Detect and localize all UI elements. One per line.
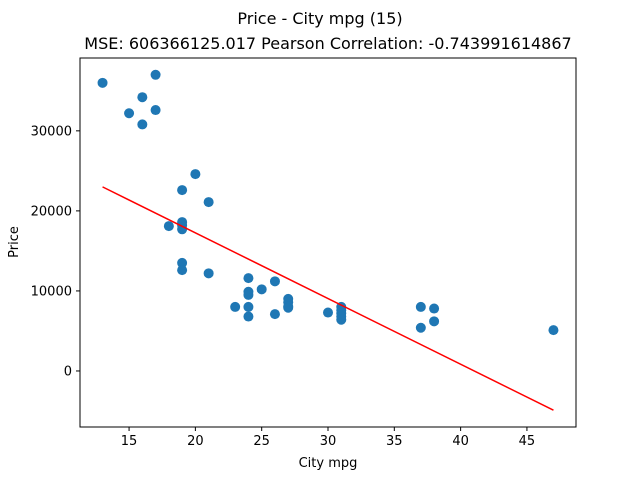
- data-point-16: [230, 301, 241, 312]
- data-point-12: [177, 265, 188, 276]
- x-tick-label-35: 35: [386, 434, 403, 449]
- x-axis-label: City mpg: [299, 456, 358, 471]
- data-point-11: [177, 257, 188, 268]
- data-point-21: [243, 311, 254, 322]
- data-point-29: [323, 307, 333, 318]
- data-point-23: [269, 276, 280, 287]
- x-tick-label-45: 45: [519, 434, 536, 449]
- data-point-28: [283, 302, 294, 313]
- x-tick-label-25: 25: [253, 434, 270, 449]
- chart-subtitle: MSE: 606366125.017 Pearson Correlation: …: [84, 34, 571, 53]
- regression-line: [102, 186, 554, 411]
- y-tick-label-0: 0: [64, 364, 72, 379]
- y-tick-label-20000: 20000: [31, 204, 72, 219]
- x-axis-ticks: 15 20 25 30 35 40 45: [121, 427, 535, 449]
- data-point-24: [269, 309, 280, 320]
- data-point-39: [548, 325, 559, 336]
- data-point-15: [203, 268, 214, 279]
- data-point-13: [190, 169, 201, 180]
- y-tick-label-30000: 30000: [31, 124, 72, 139]
- plot-area: [97, 69, 559, 411]
- data-point-1: [124, 108, 135, 119]
- x-tick-label-15: 15: [121, 434, 138, 449]
- data-point-37: [429, 303, 440, 314]
- data-point-20: [243, 301, 254, 312]
- y-axis-ticks: 0 10000 20000 30000: [31, 124, 80, 379]
- y-tick-label-10000: 10000: [31, 284, 72, 299]
- x-tick-label-20: 20: [187, 434, 204, 449]
- y-axis-label: Price: [7, 226, 22, 258]
- data-point-14: [203, 197, 214, 208]
- data-point-19: [243, 289, 254, 300]
- data-point-22: [256, 284, 267, 295]
- data-point-0: [97, 77, 108, 88]
- data-point-36: [415, 322, 426, 333]
- data-point-4: [150, 69, 161, 80]
- data-point-3: [137, 119, 148, 130]
- data-point-7: [177, 185, 188, 196]
- chart-title: Price - City mpg (15): [237, 9, 402, 28]
- data-point-2: [137, 92, 148, 103]
- data-point-6: [163, 221, 174, 232]
- x-tick-label-30: 30: [320, 434, 337, 449]
- data-point-34: [336, 314, 347, 325]
- data-point-17: [243, 273, 254, 284]
- data-point-5: [150, 105, 161, 116]
- data-point-38: [429, 316, 440, 327]
- x-tick-label-40: 40: [452, 434, 469, 449]
- data-point-35: [415, 301, 426, 312]
